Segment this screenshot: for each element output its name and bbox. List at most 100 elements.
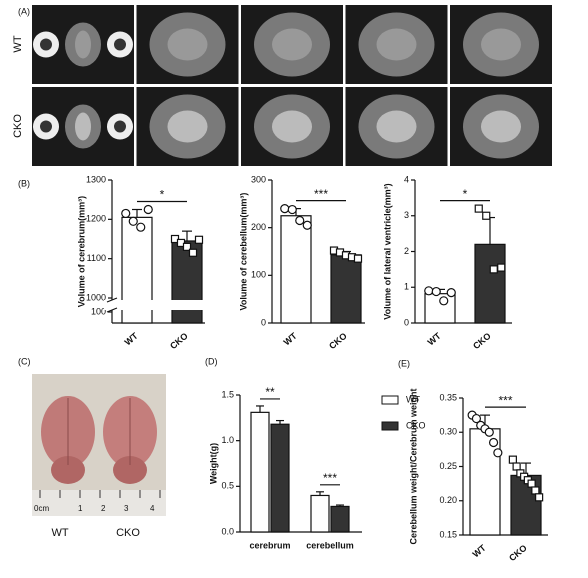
- data-point: [471, 413, 482, 424]
- data-point: [489, 265, 498, 274]
- y-axis-label: Weight(g): [208, 443, 218, 484]
- y-tick-label: 0.35: [439, 392, 457, 402]
- x-tick-label: CKO: [471, 331, 493, 352]
- mri-detail: [272, 110, 312, 143]
- y-tick-label: 0.25: [439, 461, 457, 471]
- axis-break: [104, 300, 207, 310]
- panel-label: (D): [205, 356, 218, 366]
- legend-label: WT: [406, 394, 420, 404]
- data-point: [302, 220, 312, 230]
- significance-label: ***: [498, 393, 512, 407]
- y-tick-label: 200: [251, 222, 266, 232]
- mri-detail: [481, 110, 521, 143]
- y-tick-label: 1200: [86, 214, 106, 224]
- data-point: [439, 296, 449, 306]
- y-tick-label: 0.0: [221, 526, 234, 536]
- data-point: [424, 286, 434, 296]
- mri-detail: [167, 110, 208, 143]
- y-tick-label: 1: [404, 282, 409, 292]
- data-point: [143, 204, 153, 215]
- data-point: [512, 462, 521, 471]
- bar: [250, 411, 270, 533]
- bar: [424, 293, 456, 324]
- data-point: [531, 486, 540, 495]
- data-point: [188, 248, 198, 257]
- ruler-label: 4: [150, 504, 155, 513]
- data-point: [128, 216, 138, 226]
- photo-label: CKO: [116, 527, 140, 539]
- bar: [270, 423, 290, 533]
- mri-eye: [40, 38, 52, 51]
- x-tick-label: WT: [282, 330, 300, 347]
- bar: [510, 474, 542, 536]
- mri-detail: [75, 112, 91, 141]
- mri-panel: [32, 5, 552, 166]
- mri-detail: [272, 28, 312, 61]
- significance-label: *: [160, 188, 165, 202]
- data-point: [194, 235, 204, 244]
- x-tick-label: cerebrum: [249, 540, 290, 550]
- y-tick-label: 0: [261, 317, 266, 327]
- y-tick-label: 1000: [86, 292, 106, 302]
- mri-eye: [40, 120, 52, 133]
- data-point: [431, 286, 441, 297]
- data-point: [535, 493, 544, 502]
- x-tick-label: CKO: [327, 331, 349, 352]
- y-axis-label: Cerebellum weight/Cerebrum weight: [408, 388, 418, 544]
- y-tick-label: 300: [251, 174, 266, 184]
- x-tick-label: CKO: [168, 331, 190, 352]
- legend-label: CKO: [406, 420, 426, 430]
- bar: [280, 215, 312, 324]
- mri-eye: [114, 120, 126, 133]
- data-point: [121, 208, 131, 219]
- y-tick-label: 1.0: [221, 435, 234, 445]
- y-tick-label: 1300: [86, 174, 106, 184]
- legend-swatch: [381, 395, 399, 405]
- y-tick-label: 0.20: [439, 495, 457, 505]
- significance-label: ***: [314, 187, 328, 201]
- data-point: [508, 455, 517, 464]
- panel-label: (C): [18, 356, 31, 366]
- y-tick-label: 0.5: [221, 481, 234, 491]
- mri-detail: [376, 110, 417, 143]
- ruler-label: 0cm: [34, 504, 49, 513]
- mri-detail: [481, 28, 521, 61]
- data-point: [497, 263, 506, 272]
- y-tick-label: 2: [404, 246, 409, 256]
- legend-swatch: [381, 421, 399, 431]
- data-point: [446, 288, 456, 298]
- mri-detail: [376, 28, 417, 61]
- y-tick-label: 4: [404, 174, 409, 184]
- ruler-label: 3: [124, 504, 129, 513]
- x-tick-label: CKO: [507, 543, 529, 564]
- bar: [330, 505, 350, 533]
- panel-label: (A): [18, 6, 30, 16]
- photo-label: WT: [51, 527, 68, 539]
- y-tick-label: 1.5: [221, 389, 234, 399]
- y-axis-label: Volume of lateral ventricle(mm³): [382, 183, 392, 319]
- x-tick-label: WT: [471, 542, 489, 559]
- y-tick-label: 0.15: [439, 529, 457, 539]
- data-point: [295, 215, 305, 226]
- data-point: [280, 204, 290, 214]
- significance-label: *: [463, 187, 468, 201]
- panel-label: (E): [398, 358, 410, 368]
- x-tick-label: WT: [123, 330, 141, 347]
- y-tick-label: 0.30: [439, 427, 457, 437]
- ruler-label: 2: [101, 504, 106, 513]
- data-point: [482, 211, 491, 220]
- y-tick-label: 3: [404, 210, 409, 220]
- break-mark: [106, 297, 118, 313]
- panel-label: (B): [18, 178, 30, 188]
- data-point: [287, 204, 297, 215]
- row-label: CKO: [12, 114, 24, 138]
- y-tick-label: 100: [251, 270, 266, 280]
- bar: [330, 254, 362, 324]
- y-axis-label: Volume of cerebellum(mm³): [238, 193, 248, 311]
- data-point: [182, 242, 192, 251]
- significance-label: **: [265, 385, 275, 399]
- mri-detail: [75, 30, 91, 59]
- y-tick-label: 0: [404, 317, 409, 327]
- data-point: [488, 437, 499, 448]
